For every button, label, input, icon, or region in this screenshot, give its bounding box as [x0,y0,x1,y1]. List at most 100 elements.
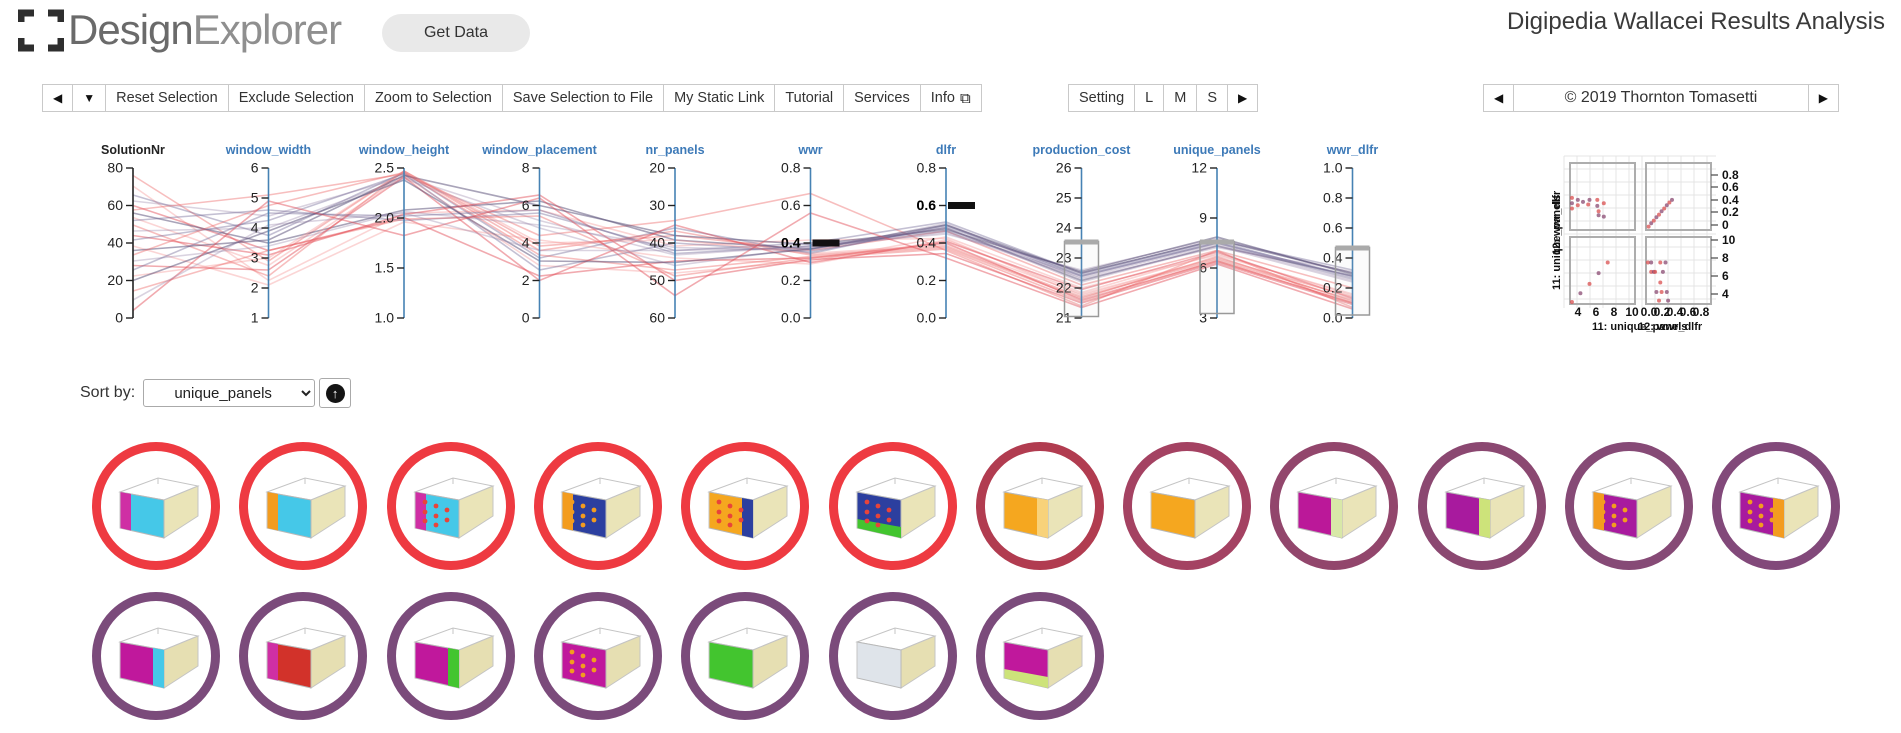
design-polyline [132,185,1353,298]
design-thumbnail[interactable] [975,592,1104,720]
info-label: Info [930,90,955,106]
setting-button[interactable]: Setting [1068,84,1136,112]
design-thumbnail[interactable] [1270,442,1399,570]
scatter-cell-bottom_right[interactable] [1645,236,1712,305]
design-polyline [132,174,1353,295]
axis-title[interactable]: wwr [797,143,822,157]
design-3d-preview [854,477,937,539]
axis-window_height[interactable]: window_height 2.5 2.0 1.5 1.0 [358,143,450,326]
design-thumbnail[interactable] [92,592,220,720]
scatter-cell-top_left[interactable] [1569,162,1636,231]
design-thumbnail[interactable] [386,592,515,720]
axis-tick-label: 0.8 [917,160,937,176]
design-thumbnail[interactable] [828,442,957,570]
size-medium-button[interactable]: M [1163,84,1198,112]
logo-wordmark: DesignExplorer [68,8,342,52]
axis-tick-label: 4 [251,220,259,236]
brush-value-handle[interactable] [812,239,840,247]
page-title: Digipedia Wallacei Results Analysis [1507,8,1885,35]
axis-tick-label: 60 [107,197,123,213]
axis-title[interactable]: window_height [358,143,450,157]
next-icon: ▶ [1818,91,1828,105]
size-large-button[interactable]: L [1134,84,1165,112]
axis-tick-label: 12 [1191,160,1207,176]
design-thumbnail[interactable] [1123,442,1252,570]
design-thumbnail[interactable] [533,592,662,720]
axis-title[interactable]: wwr_dlfr [1326,143,1379,157]
scatter-point [1569,299,1574,304]
expand-menu-button[interactable]: ▼ [72,84,107,112]
setting-next-button[interactable]: ▶ [1227,84,1259,112]
scatter-point [1587,197,1592,202]
services-button[interactable]: Services [843,84,921,112]
design-thumbnail[interactable] [92,442,220,570]
my-static-link-button[interactable]: My Static Link [663,84,776,112]
design-polyline [132,194,1353,306]
axis-wwr_dlfr[interactable]: wwr_dlfr 1.0 0.8 0.6 0.4 0.2 0.0 [1323,143,1378,326]
axis-title[interactable]: nr_panels [645,143,704,157]
brush-extent[interactable] [1334,246,1371,316]
design-thumbnail[interactable] [386,442,515,570]
brush-value-handle[interactable] [948,202,975,209]
save-selection-button[interactable]: Save Selection to File [501,84,665,112]
axis-title[interactable]: SolutionNr [101,143,165,157]
scatter-point [1595,203,1600,208]
brush-handle[interactable] [1335,245,1370,251]
design-3d-preview [1001,627,1084,689]
axis-nr_panels[interactable]: nr_panels 20 30 40 50 60 [645,143,704,326]
scatter-cell-bottom_left[interactable] [1569,236,1636,305]
copyright-prev-button[interactable]: ◀ [1483,84,1515,112]
copyright-next-button[interactable]: ▶ [1807,84,1839,112]
svg-text:0.2: 0.2 [1654,305,1671,319]
design-thumbnail[interactable] [1565,442,1693,570]
design-thumbnail[interactable] [533,442,662,570]
get-data-button[interactable]: Get Data [382,14,530,52]
axis-window_placement[interactable]: window_placement 8 6 4 2 0 [481,143,597,326]
nav-prev-button[interactable]: ◀ [42,84,74,112]
scatter-point [1654,289,1659,294]
sort-direction-button[interactable]: ↑ [319,378,352,408]
axis-title[interactable]: window_placement [481,143,597,157]
scatter-cell-top_right[interactable] [1645,162,1712,231]
info-button[interactable]: Info ⧉ [919,84,982,112]
brush-extent[interactable] [1063,240,1100,318]
axis-SolutionNr[interactable]: SolutionNr 80 60 40 20 0 [101,143,165,326]
size-small-button[interactable]: S [1196,84,1228,112]
tutorial-button[interactable]: Tutorial [774,84,845,112]
axis-title[interactable]: unique_panels [1173,143,1261,157]
axis-title[interactable]: window_width [225,143,311,157]
axis-title[interactable]: production_cost [1033,143,1132,157]
design-thumbnail[interactable] [681,592,810,720]
zoom-to-selection-button[interactable]: Zoom to Selection [363,84,503,112]
design-thumbnail[interactable] [975,442,1104,570]
axis-title[interactable]: dlfr [936,143,956,157]
reset-selection-button[interactable]: Reset Selection [105,84,229,112]
external-link-icon: ⧉ [959,89,971,107]
design-thumbnail[interactable] [239,442,368,570]
axis-tick-label: 40 [107,235,123,251]
scatter-point [1581,199,1585,204]
brush-handle[interactable] [1200,239,1234,245]
exclude-selection-button[interactable]: Exclude Selection [227,84,365,112]
design-thumbnail[interactable] [681,442,810,570]
svg-text:0.2: 0.2 [1722,205,1739,219]
axis-tick-label: 0.6 [1323,220,1343,236]
design-thumbnail[interactable] [239,592,368,720]
copyright-pager: ◀ © 2019 Thornton Tomasetti ▶ [1483,84,1839,112]
design-thumbnail[interactable] [1712,442,1841,570]
design-polyline [132,209,1353,277]
scatter-point [1646,224,1651,229]
brush-handle[interactable] [1064,239,1099,245]
axis-window_width[interactable]: window_width 6 5 4 3 2 1 [225,143,311,326]
sort-select[interactable]: unique_panels [143,379,316,407]
design-thumbnail[interactable] [1417,442,1546,570]
brush-extent[interactable] [1199,240,1235,315]
design-thumbnail[interactable] [828,592,957,720]
scatter-point [1575,203,1580,208]
svg-text:4: 4 [1575,305,1582,319]
scatter-point [1657,212,1661,217]
axis-unique_panels[interactable]: unique_panels 12 9 6 3 [1173,143,1261,326]
